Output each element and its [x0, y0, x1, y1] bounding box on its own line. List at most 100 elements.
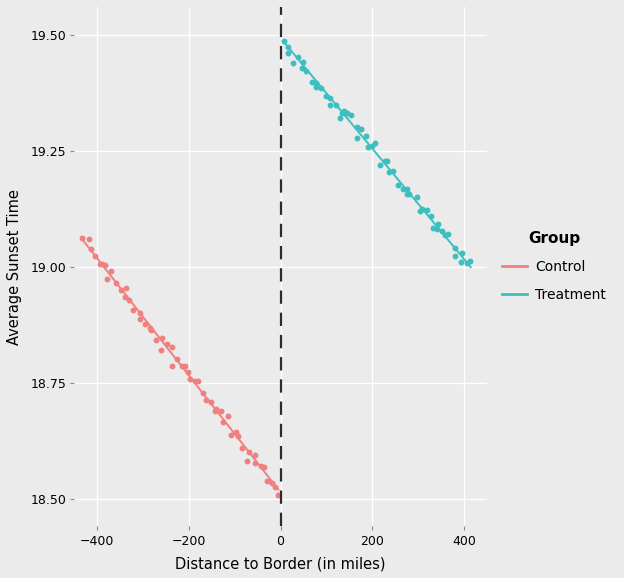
- Point: [84, 234, 94, 243]
- Point: [145, 326, 155, 335]
- Point: [298, 63, 308, 72]
- Point: [97, 259, 107, 268]
- Point: [135, 308, 145, 317]
- Point: [388, 166, 398, 176]
- Point: [210, 406, 220, 416]
- Point: [145, 324, 155, 333]
- Point: [157, 346, 167, 355]
- Point: [311, 79, 321, 88]
- Point: [140, 320, 150, 329]
- Point: [124, 295, 134, 304]
- Point: [321, 91, 331, 101]
- Point: [298, 58, 308, 67]
- Point: [250, 450, 260, 460]
- Point: [85, 244, 95, 254]
- Point: [172, 355, 182, 364]
- Point: [185, 375, 195, 384]
- Point: [162, 340, 172, 349]
- Point: [416, 206, 426, 216]
- X-axis label: Distance to Border (in miles): Distance to Border (in miles): [175, 556, 386, 571]
- Point: [412, 193, 422, 202]
- Point: [426, 212, 436, 221]
- Point: [422, 205, 432, 214]
- Point: [237, 444, 247, 453]
- Point: [231, 427, 241, 436]
- Point: [450, 243, 460, 253]
- Point: [402, 190, 412, 199]
- Point: [190, 376, 200, 386]
- Point: [157, 333, 167, 342]
- Point: [353, 133, 363, 142]
- Point: [233, 431, 243, 440]
- Point: [369, 138, 379, 147]
- Point: [262, 476, 272, 486]
- Point: [402, 185, 412, 194]
- Point: [100, 261, 110, 270]
- Point: [466, 257, 475, 266]
- Point: [393, 180, 403, 189]
- Point: [437, 226, 447, 235]
- Point: [363, 143, 373, 152]
- Point: [346, 111, 356, 120]
- Point: [283, 42, 293, 51]
- Point: [216, 406, 226, 416]
- Point: [325, 100, 335, 109]
- Point: [128, 305, 138, 314]
- Point: [311, 82, 321, 91]
- Point: [256, 462, 266, 471]
- Y-axis label: Average Sunset Time: Average Sunset Time: [7, 189, 22, 344]
- Point: [167, 342, 177, 351]
- Point: [167, 362, 177, 371]
- Point: [244, 447, 254, 457]
- Point: [417, 204, 427, 213]
- Point: [223, 412, 233, 421]
- Point: [90, 251, 100, 261]
- Point: [270, 483, 280, 492]
- Point: [193, 376, 203, 386]
- Point: [273, 490, 283, 499]
- Point: [242, 456, 252, 465]
- Legend: Control, Treatment: Control, Treatment: [502, 231, 606, 302]
- Point: [102, 274, 112, 283]
- Point: [441, 231, 451, 240]
- Point: [226, 431, 236, 440]
- Point: [404, 189, 414, 198]
- Point: [457, 249, 467, 258]
- Point: [258, 463, 268, 472]
- Point: [111, 279, 121, 288]
- Point: [462, 259, 472, 268]
- Point: [183, 367, 193, 376]
- Point: [308, 77, 318, 86]
- Point: [376, 161, 386, 170]
- Point: [356, 124, 366, 134]
- Point: [250, 458, 260, 468]
- Point: [398, 185, 408, 194]
- Point: [379, 157, 389, 166]
- Point: [339, 106, 349, 116]
- Point: [279, 36, 289, 46]
- Point: [324, 94, 334, 103]
- Point: [443, 229, 453, 239]
- Point: [266, 478, 276, 487]
- Point: [177, 361, 187, 370]
- Point: [337, 109, 347, 118]
- Point: [95, 260, 105, 269]
- Point: [180, 361, 190, 370]
- Point: [456, 257, 466, 266]
- Point: [122, 283, 132, 292]
- Point: [211, 405, 221, 414]
- Point: [120, 292, 130, 302]
- Point: [316, 83, 326, 92]
- Point: [367, 141, 377, 150]
- Point: [135, 314, 145, 324]
- Point: [151, 335, 161, 344]
- Point: [432, 220, 442, 229]
- Point: [288, 58, 298, 67]
- Point: [77, 233, 87, 242]
- Point: [353, 123, 363, 132]
- Point: [218, 417, 228, 426]
- Point: [207, 397, 217, 406]
- Point: [432, 224, 442, 234]
- Point: [335, 113, 345, 123]
- Point: [115, 286, 125, 295]
